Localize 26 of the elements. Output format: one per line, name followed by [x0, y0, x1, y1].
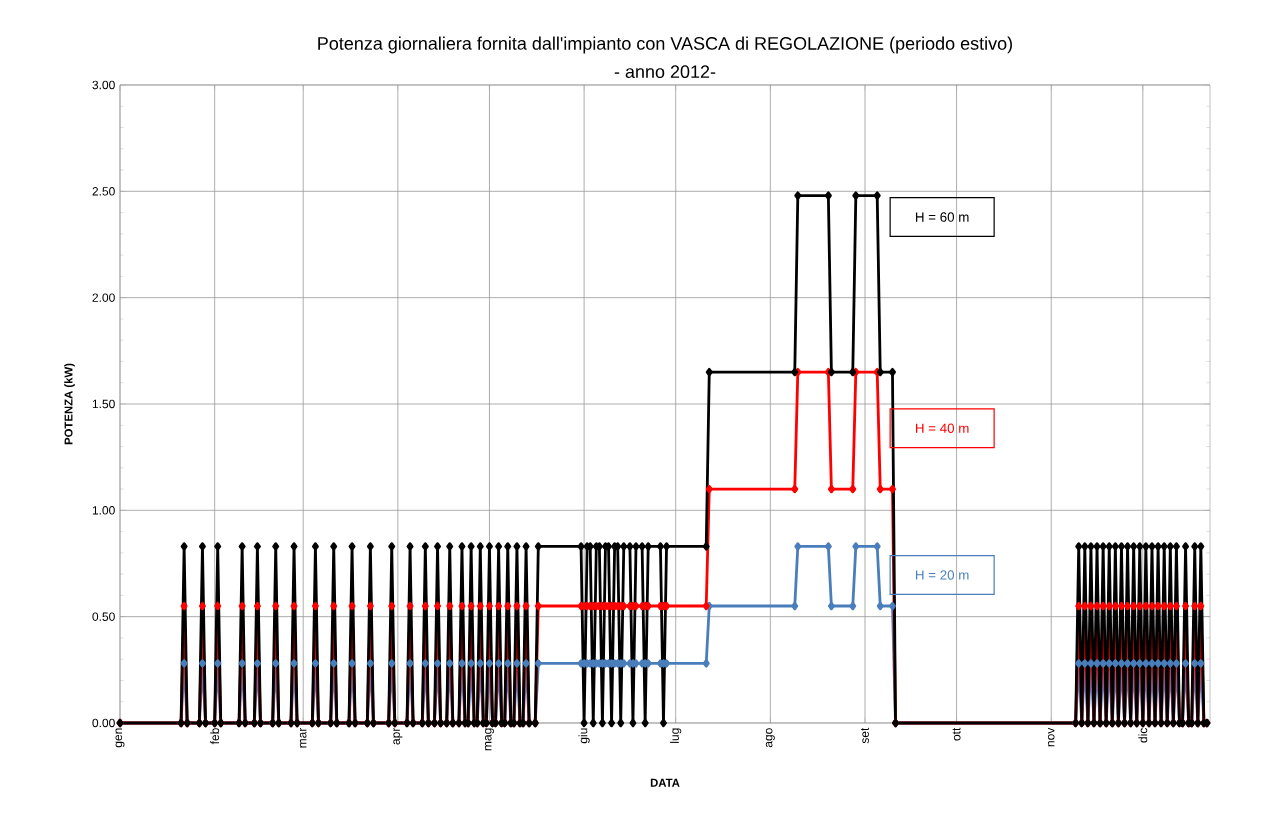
y-tick-label: 1.50: [92, 399, 115, 409]
x-tick-label: feb: [210, 728, 220, 745]
x-tick-label: lug: [670, 728, 682, 743]
text: H = 40 m: [915, 423, 969, 433]
y-axis-title: POTENZA (kW): [64, 363, 75, 445]
text: H = 60 m: [915, 212, 969, 222]
x-tick-label: apr: [393, 727, 403, 745]
y-tick-label: 2.00: [92, 293, 115, 302]
x-tick-label: dic: [1138, 728, 1148, 743]
chart-subtitle: - anno 2012-: [614, 65, 716, 79]
text: H = 20 m: [915, 570, 969, 580]
x-tick-label: nov: [1047, 727, 1055, 747]
x-axis-title: DATA: [650, 778, 680, 787]
x-tick-label: ago: [765, 728, 775, 748]
x-tick-label: ott: [952, 727, 961, 741]
x-tick-label: gen: [115, 728, 125, 748]
x-tick-label: set: [861, 727, 869, 744]
y-tick-label: 3.00: [92, 80, 115, 90]
x-tick-label: giu: [578, 728, 590, 744]
y-tick-label: 0.00: [92, 718, 115, 728]
chart-title: Potenza giornaliera fornita dall'impianto con VASCA di REGOLAZIONE (periodo estivo): [318, 36, 1012, 54]
x-tick-label: mar: [299, 727, 307, 748]
y-tick-label: 2.50: [92, 187, 115, 196]
y-tick-label: 0.50: [92, 612, 115, 621]
x-tick-label: mag: [484, 728, 494, 751]
y-tick-label: 1.00: [92, 506, 115, 515]
